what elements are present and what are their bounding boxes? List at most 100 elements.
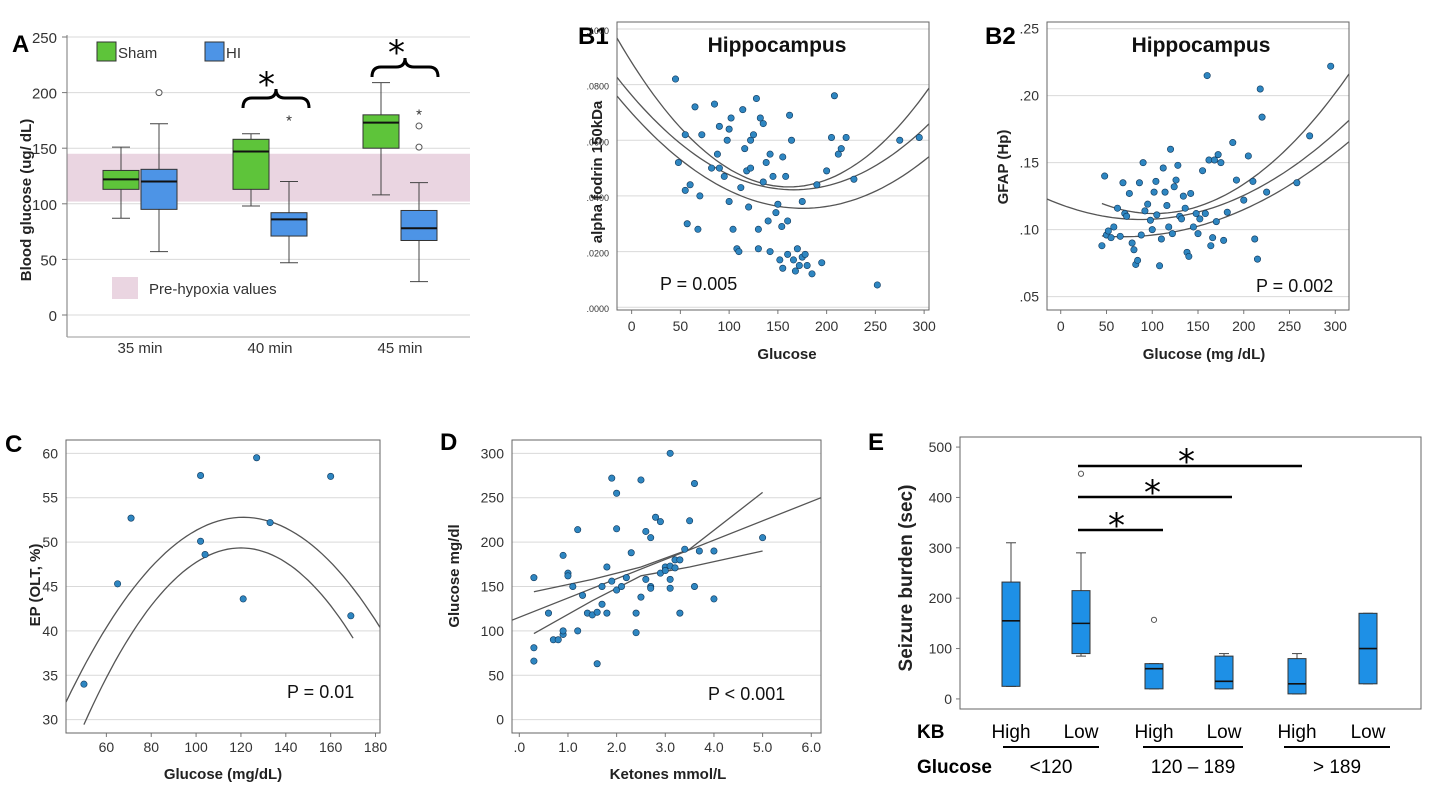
b1-data-point bbox=[698, 131, 706, 139]
c-data-point bbox=[266, 519, 274, 527]
d-data-point bbox=[574, 526, 582, 534]
b2-data-point bbox=[1167, 145, 1175, 153]
e-significance: * * * bbox=[1078, 442, 1302, 546]
b1-data-point bbox=[691, 103, 699, 111]
d-fit-lines bbox=[512, 491, 821, 635]
b1-data-point bbox=[769, 172, 777, 180]
b1-data-point bbox=[772, 209, 780, 217]
c-data-point bbox=[114, 580, 122, 588]
d-data-point bbox=[598, 600, 606, 608]
b2-y-tick-label: .20 bbox=[1020, 88, 1040, 104]
b1-data-point bbox=[745, 203, 753, 211]
legend-swatch-band bbox=[112, 277, 138, 299]
a-x-tick-label: 40 min bbox=[247, 340, 292, 357]
d-data-point bbox=[622, 574, 630, 582]
d-x-tick-label: 6.0 bbox=[802, 739, 822, 755]
d-data-point bbox=[647, 534, 655, 542]
a-outlier bbox=[415, 143, 423, 151]
b2-fit-curve bbox=[1047, 119, 1349, 221]
b2-data-point bbox=[1130, 246, 1138, 254]
a-outlier bbox=[155, 89, 163, 97]
b2-x-tick-label: 100 bbox=[1141, 318, 1165, 334]
e-glucose-label: 120 – 189 bbox=[1151, 757, 1236, 778]
d-data-point bbox=[617, 582, 625, 590]
b2-data-point bbox=[1101, 172, 1109, 180]
d-y-tick-label: 300 bbox=[481, 445, 505, 461]
b1-x-axis-title: Glucose bbox=[757, 346, 816, 363]
d-data-point bbox=[564, 572, 572, 580]
b2-data-point bbox=[1174, 161, 1182, 169]
e-kb-label: High bbox=[1277, 722, 1316, 743]
d-y-tick-label: 250 bbox=[481, 490, 505, 506]
b2-y-axis-title: GFAP (Hp) bbox=[995, 130, 1012, 205]
d-data-point bbox=[710, 595, 718, 603]
b1-data-point bbox=[708, 164, 716, 172]
d-data-point bbox=[530, 644, 538, 652]
b1-fit-curve bbox=[617, 95, 929, 209]
b1-data-point bbox=[686, 181, 694, 189]
d-y-tick-label: 150 bbox=[481, 579, 505, 595]
significance-star-3: * bbox=[1108, 506, 1125, 546]
d-data-point bbox=[647, 584, 655, 592]
e-box bbox=[1071, 590, 1091, 655]
d-y-tick-label: 100 bbox=[481, 623, 505, 639]
b2-data-point bbox=[1125, 189, 1133, 197]
b1-plot-frame bbox=[616, 21, 930, 311]
b1-data-point bbox=[754, 225, 762, 233]
b1-data-point bbox=[766, 150, 774, 158]
e-kb-label: High bbox=[991, 722, 1030, 743]
b1-y-axis-title: alpha fodrin 150kDa bbox=[589, 100, 606, 243]
e-box bbox=[1287, 658, 1307, 695]
b2-data-point bbox=[1119, 179, 1127, 187]
b1-data-point bbox=[710, 100, 718, 108]
d-data-point bbox=[559, 551, 567, 559]
c-fit-curve bbox=[83, 547, 354, 725]
d-data-point bbox=[574, 627, 582, 635]
d-y-axis-title: Glucose mg/dl bbox=[446, 524, 463, 627]
c-y-tick-label: 30 bbox=[42, 712, 58, 728]
b2-data-point bbox=[1256, 85, 1264, 93]
b1-x-tick-label: 200 bbox=[815, 318, 839, 334]
d-data-point bbox=[690, 582, 698, 590]
c-x-tick-label: 180 bbox=[364, 739, 388, 755]
d-data-point bbox=[710, 547, 718, 555]
b1-data-point bbox=[729, 225, 737, 233]
c-fit-lines bbox=[66, 516, 380, 725]
a-significance: * * bbox=[241, 33, 440, 109]
e-outlier bbox=[1150, 616, 1158, 623]
b2-data-point bbox=[1229, 139, 1237, 147]
d-data-point bbox=[627, 549, 635, 557]
c-y-axis-title: EP (OLT, %) bbox=[27, 544, 44, 627]
d-data-point bbox=[579, 591, 587, 599]
panel-b1-scatter: B1 .0000 .0200 .0400 .0600 .0800 .1000 0 50 100 1… bbox=[578, 21, 936, 363]
a-box-hi bbox=[140, 168, 178, 210]
b1-data-point bbox=[715, 164, 723, 172]
d-data-point bbox=[666, 449, 674, 457]
c-data-point bbox=[127, 514, 135, 522]
b1-y-tick-label: .1000 bbox=[586, 26, 609, 36]
d-data-point bbox=[593, 608, 601, 616]
e-y-tick-label: 300 bbox=[929, 540, 953, 556]
b2-data-point bbox=[1212, 218, 1220, 226]
c-x-axis-title: Glucose (mg/dL) bbox=[164, 766, 282, 783]
b1-x-tick-label: 250 bbox=[864, 318, 888, 334]
b1-data-point bbox=[791, 267, 799, 275]
e-glucose-label: > 189 bbox=[1313, 757, 1361, 778]
b2-fit-curve bbox=[1101, 73, 1349, 215]
b2-data-point bbox=[1214, 151, 1222, 159]
b1-x-tick-label: 100 bbox=[717, 318, 741, 334]
b2-data-point bbox=[1223, 208, 1231, 216]
b1-data-point bbox=[747, 136, 755, 144]
c-data-point bbox=[347, 612, 355, 620]
b1-pvalue: P = 0.005 bbox=[660, 274, 737, 294]
b1-data-point bbox=[837, 145, 845, 153]
d-data-point bbox=[686, 517, 694, 525]
a-extreme: * bbox=[416, 107, 422, 124]
b2-data-point bbox=[1152, 177, 1160, 185]
a-x-tick-label: 35 min bbox=[117, 340, 162, 357]
b1-data-point bbox=[779, 264, 787, 272]
d-data-point bbox=[681, 545, 689, 553]
b2-x-tick-label: 0 bbox=[1057, 318, 1065, 334]
b1-data-point bbox=[776, 256, 784, 264]
b2-data-point bbox=[1258, 113, 1266, 121]
